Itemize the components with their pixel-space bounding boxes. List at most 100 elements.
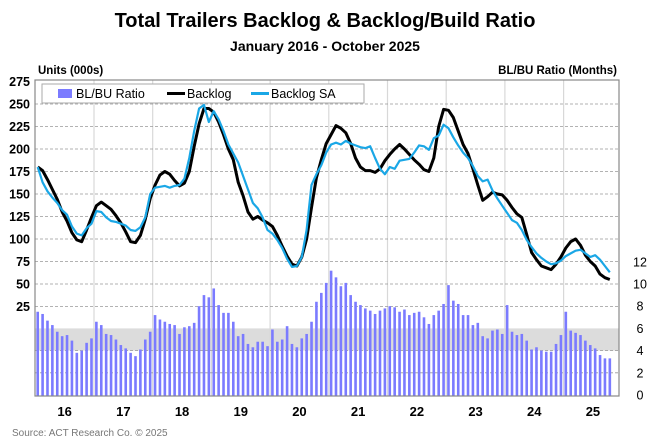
bar (574, 332, 577, 396)
chart-subtitle: January 2016 - October 2025 (230, 38, 420, 54)
bar (300, 338, 304, 396)
right-tick-label: 10 (633, 278, 647, 292)
bar (349, 295, 352, 396)
bar (65, 335, 69, 396)
bar (51, 325, 54, 396)
bar (197, 306, 201, 396)
bar-series-bl-bu-ratio (36, 270, 612, 396)
bar (99, 325, 103, 396)
right-tick-label: 12 (633, 255, 647, 269)
bar (276, 341, 279, 396)
bar (364, 308, 367, 396)
bar (70, 340, 74, 396)
bar (148, 331, 152, 396)
bar (525, 340, 528, 396)
bar (540, 350, 543, 396)
x-tick-label: 23 (468, 404, 482, 419)
bar (90, 338, 93, 396)
bar (143, 339, 147, 396)
left-tick-label: 75 (16, 255, 30, 269)
bar (280, 339, 284, 396)
bar (187, 326, 191, 396)
line-backlog (36, 107, 611, 281)
left-tick-label: 175 (9, 165, 30, 179)
bar (398, 311, 401, 396)
bar (564, 311, 568, 396)
bar (403, 309, 406, 396)
bar (212, 288, 216, 396)
bar (183, 327, 186, 396)
bar (373, 313, 377, 396)
bar (104, 333, 108, 396)
left-tick-label: 150 (9, 188, 30, 202)
legend: BL/BU Ratio Backlog Backlog SA (41, 83, 365, 104)
right-tick-label: 4 (637, 344, 644, 358)
bar (261, 341, 264, 396)
line-series (36, 103, 611, 281)
bar (241, 333, 245, 396)
bar (579, 335, 582, 396)
bar (134, 356, 137, 396)
bar (422, 317, 426, 396)
bar (515, 335, 519, 396)
right-tick-label: 6 (637, 322, 644, 336)
legend-box (41, 83, 365, 104)
right-tick-label: 2 (637, 366, 644, 380)
bar (324, 282, 328, 396)
bar (310, 321, 313, 396)
bar (530, 349, 533, 396)
bar (55, 331, 59, 396)
left-tick-label: 100 (9, 233, 30, 247)
bar (452, 300, 455, 396)
bar (608, 358, 612, 396)
axis-ticks: 2550751001251501752002252502750246810121… (9, 75, 647, 419)
left-tick-label: 50 (16, 278, 30, 292)
bar (158, 319, 162, 396)
bar (236, 336, 240, 396)
x-tick-label: 25 (586, 404, 600, 419)
bar (153, 315, 157, 396)
bar (442, 303, 445, 396)
bar (593, 348, 597, 396)
legend-label-bl-bu-ratio: BL/BU Ratio (76, 87, 145, 101)
bar (417, 311, 421, 396)
line-backlog-sa (36, 103, 611, 273)
left-tick-label: 25 (16, 300, 30, 314)
bar (505, 305, 509, 396)
x-tick-label: 18 (175, 404, 189, 419)
x-tick-label: 16 (57, 404, 71, 419)
left-tick-label: 225 (9, 120, 30, 134)
bar (41, 313, 44, 396)
x-tick-label: 24 (527, 404, 542, 419)
bar (569, 330, 573, 396)
bar (246, 343, 250, 396)
left-tick-label: 125 (9, 210, 30, 224)
right-tick-label: 0 (637, 389, 644, 403)
bar (559, 335, 563, 396)
bar (320, 292, 323, 396)
bar (544, 351, 548, 396)
bar (535, 347, 538, 396)
bar (222, 312, 225, 396)
bar (139, 349, 142, 396)
bar (447, 285, 450, 396)
left-tick-label: 275 (9, 75, 30, 89)
legend-swatch-bl-bu-ratio (58, 89, 72, 98)
bar (256, 341, 260, 396)
bar (584, 340, 587, 396)
bar (285, 326, 289, 396)
bar (217, 305, 220, 396)
left-tick-label: 250 (9, 98, 30, 112)
bar (461, 315, 465, 396)
bar (393, 307, 396, 396)
bar (271, 329, 274, 396)
bar (368, 310, 372, 396)
bar (80, 350, 84, 396)
bar (75, 352, 79, 396)
bar (408, 315, 411, 396)
bar (232, 321, 235, 396)
source-note: Source: ACT Research Co. © 2025 (12, 428, 168, 439)
bar (471, 325, 475, 396)
